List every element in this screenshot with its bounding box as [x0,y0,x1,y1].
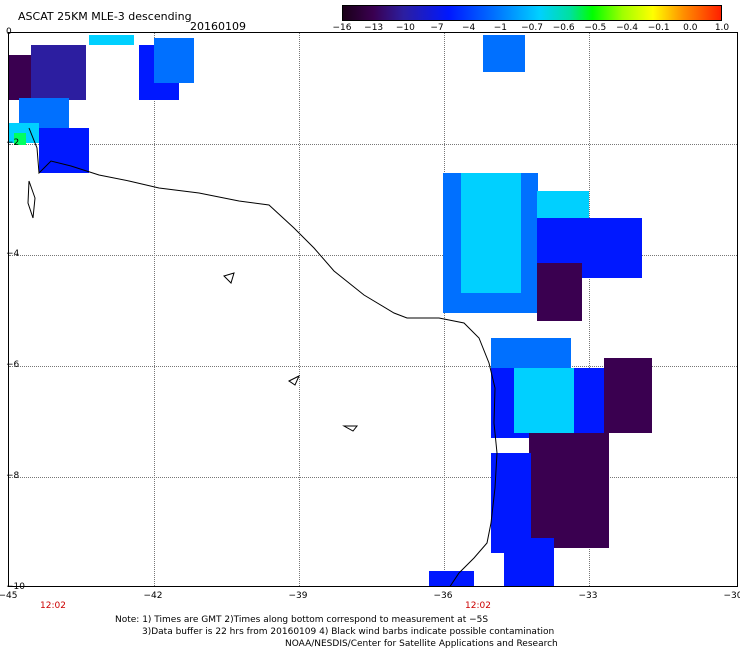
wind-cell [429,571,474,586]
y-tick-label: −8 [6,471,20,481]
x-tick-label: −36 [433,591,453,601]
x-tick-label: −33 [578,591,598,601]
colorbar-tick: −16 [332,23,352,33]
colorbar-tick: −13 [364,23,384,33]
colorbar-tick: 1.0 [714,23,730,33]
time-label: 12:02 [465,601,491,611]
wind-cell [537,263,582,321]
colorbar-tick: −4 [462,23,476,33]
y-tick-label: 0 [6,27,12,37]
note-line-1: Note: 1) Times are GMT 2)Times along bot… [115,615,489,625]
colorbar-tick: −0.1 [647,23,670,33]
time-label: 12:02 [40,601,66,611]
grid-line [9,144,737,145]
wind-cell [89,35,134,45]
wind-cell [483,35,525,72]
grid-line [589,33,590,586]
y-tick-label: −4 [6,249,20,259]
wind-cell [491,453,531,553]
colorbar-tick: 0.0 [683,23,698,33]
grid-line [9,366,737,367]
wind-cell [154,38,194,83]
wind-cell [529,433,609,548]
wind-cell [14,133,26,145]
grid-line [9,477,737,478]
grid-line [299,33,300,586]
wind-cell [39,128,89,173]
colorbar-tick: −1 [493,23,507,33]
colorbar-tick: −7 [430,23,444,33]
x-tick-label: −45 [0,591,18,601]
x-tick-label: −30 [723,591,740,601]
wind-cell [31,45,86,100]
grid-line [9,255,737,256]
x-tick-label: −42 [143,591,163,601]
map-title: ASCAT 25KM MLE-3 descending [18,10,192,23]
wind-cell [604,358,652,433]
x-tick-label: −39 [288,591,308,601]
wind-cell [504,538,554,586]
y-tick-label: −6 [6,360,20,370]
colorbar-tick: −0.6 [552,23,575,33]
y-tick-label: −2 [6,138,20,148]
colorbar-tick: −10 [395,23,415,33]
wind-cell [461,173,521,293]
coastline [27,127,498,586]
colorbar-tick: −0.4 [616,23,638,33]
colorbar-tick: −0.7 [521,23,543,33]
note-line-2: 3)Data buffer is 22 hrs from 20160109 4)… [142,627,555,637]
grid-line [154,33,155,586]
y-tick-label: −10 [6,582,25,592]
map-date: 20160109 [190,20,246,33]
map-panel [8,32,738,587]
wind-cell [514,368,574,433]
note-line-3: NOAA/NESDIS/Center for Satellite Applica… [285,639,558,649]
colorbar [342,5,722,21]
colorbar-tick: −0.5 [584,23,607,33]
